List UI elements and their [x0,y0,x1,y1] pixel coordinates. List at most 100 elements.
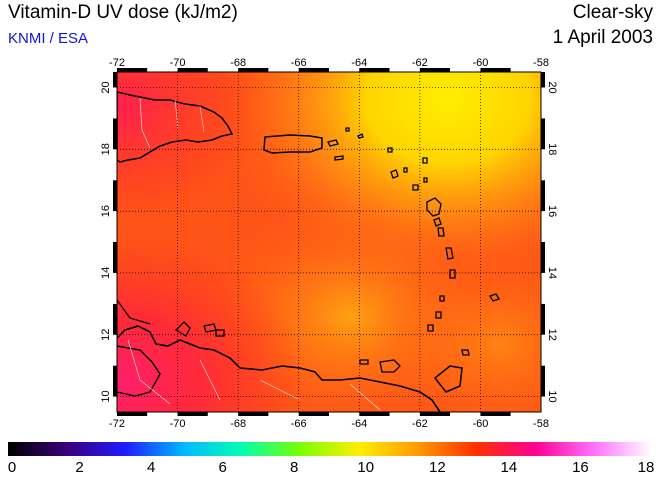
lon-tick-label: -58 [533,418,549,430]
map-border [116,71,542,413]
lon-tick-label: -70 [170,57,186,69]
lon-tick-label: -68 [230,57,246,69]
lat-tick-label: 14 [546,267,558,279]
frame-segment [541,272,545,304]
map-figure: -72 -70 -68 -66 -64 -62 -60 -58 -72 -70 -68 -66 -64… [100,57,558,430]
frame-segment [113,303,117,335]
frame-segment [541,211,545,242]
frame-segment [268,68,299,72]
frame-segment [359,412,390,416]
frame-segment [541,180,545,212]
frame-segment [419,412,451,416]
date-label: 1 April 2003 [552,27,653,48]
frame-segment [238,412,269,416]
frame-segment [510,412,541,416]
colorbar-tick-label: 2 [75,459,84,476]
frame-segment [541,303,545,335]
colorbar-tick-label: 12 [428,459,446,476]
frame-segment [113,334,117,366]
lon-tick-labels-top: -72 -70 -68 -66 -64 -62 -60 -58 [109,57,549,69]
lat-tick-label: 12 [100,329,112,341]
frame-segment [177,68,208,72]
lon-tick-label: -70 [170,418,186,430]
frame-segment [113,365,117,397]
frame-segment [113,180,117,212]
colorbar-tick-label: 18 [637,459,655,476]
lat-tick-label: 10 [546,390,558,402]
frame-segment [541,334,545,366]
colorbar-tick-label: 6 [218,459,227,476]
lat-tick-label: 16 [100,205,112,217]
uv-dose-field [117,72,541,412]
frame-segment [113,118,117,150]
frame-segment [541,242,545,273]
colorbar-tick-label: 4 [146,459,156,476]
frame-segment [113,149,117,181]
hispaniola-coastline [117,91,234,163]
colorbar-tick-label: 16 [572,459,589,476]
frame-segment [147,412,178,416]
frame-segment [113,396,117,412]
lon-tick-label: -62 [412,57,428,69]
lat-tick-labels-left: 10 12 14 16 18 20 [100,81,112,402]
lesser-antilles-coastline [327,127,500,373]
credit-label: KNMI / ESA [8,30,89,47]
lon-tick-label: -66 [291,57,307,69]
south-america-coastline [117,325,441,412]
lon-tick-label: -66 [291,418,307,430]
lon-tick-label: -58 [533,57,549,69]
colorbar [8,442,652,456]
frame-segment [419,68,451,72]
lat-tick-label: 18 [546,143,558,155]
map-title: Vitamin-D UV dose (kJ/m2) [8,2,238,23]
frame-segment [113,242,117,273]
puerto-rico-coastline [263,134,323,154]
lon-tick-label: -60 [472,57,488,69]
frame-segment [113,87,117,119]
frame-segment [113,272,117,304]
lon-tick-label: -62 [412,418,428,430]
lon-tick-label: -72 [109,418,125,430]
frame-segment [238,68,269,72]
frame-segment [117,68,148,72]
lat-tick-label: 10 [100,390,112,402]
lon-tick-label: -64 [351,57,367,69]
frame-segment [117,412,148,416]
map-frame [113,68,545,416]
frame-segment [268,412,299,416]
frame-segment [541,87,545,119]
frame-segment [541,365,545,397]
lon-tick-label: -72 [109,57,125,69]
colorbar-tick-label: 8 [290,459,299,476]
frame-segment [329,412,360,416]
frame-segment [147,68,178,72]
sky-condition-label: Clear-sky [572,2,653,23]
frame-segment [329,68,360,72]
lat-tick-labels-right: 10 12 14 16 18 20 [546,81,558,402]
frame-segment [207,68,239,72]
lat-tick-label: 20 [546,81,558,93]
frame-segment [450,412,481,416]
lon-tick-label: -68 [230,418,246,430]
lon-tick-labels-bottom: -72 -70 -68 -66 -64 -62 -60 -58 [109,418,549,430]
frame-segment [480,68,511,72]
frame-segment [541,149,545,181]
frame-segment [113,211,117,242]
colorbar-tick-label: 10 [357,459,375,476]
lat-tick-label: 16 [546,205,558,217]
frame-segment [389,68,420,72]
lat-tick-label: 12 [546,329,558,341]
frame-segment [113,72,117,88]
frame-segment [450,68,481,72]
lon-tick-label: -60 [472,418,488,430]
frame-segment [541,72,545,88]
colorbar-tick-label: 0 [7,459,17,476]
frame-segment [177,412,208,416]
frame-segment [510,68,541,72]
frame-segment [541,118,545,150]
frame-segment [298,412,329,416]
frame-segment [541,396,545,412]
lat-tick-label: 20 [100,81,112,93]
frame-segment [207,412,239,416]
frame-segment [480,412,511,416]
